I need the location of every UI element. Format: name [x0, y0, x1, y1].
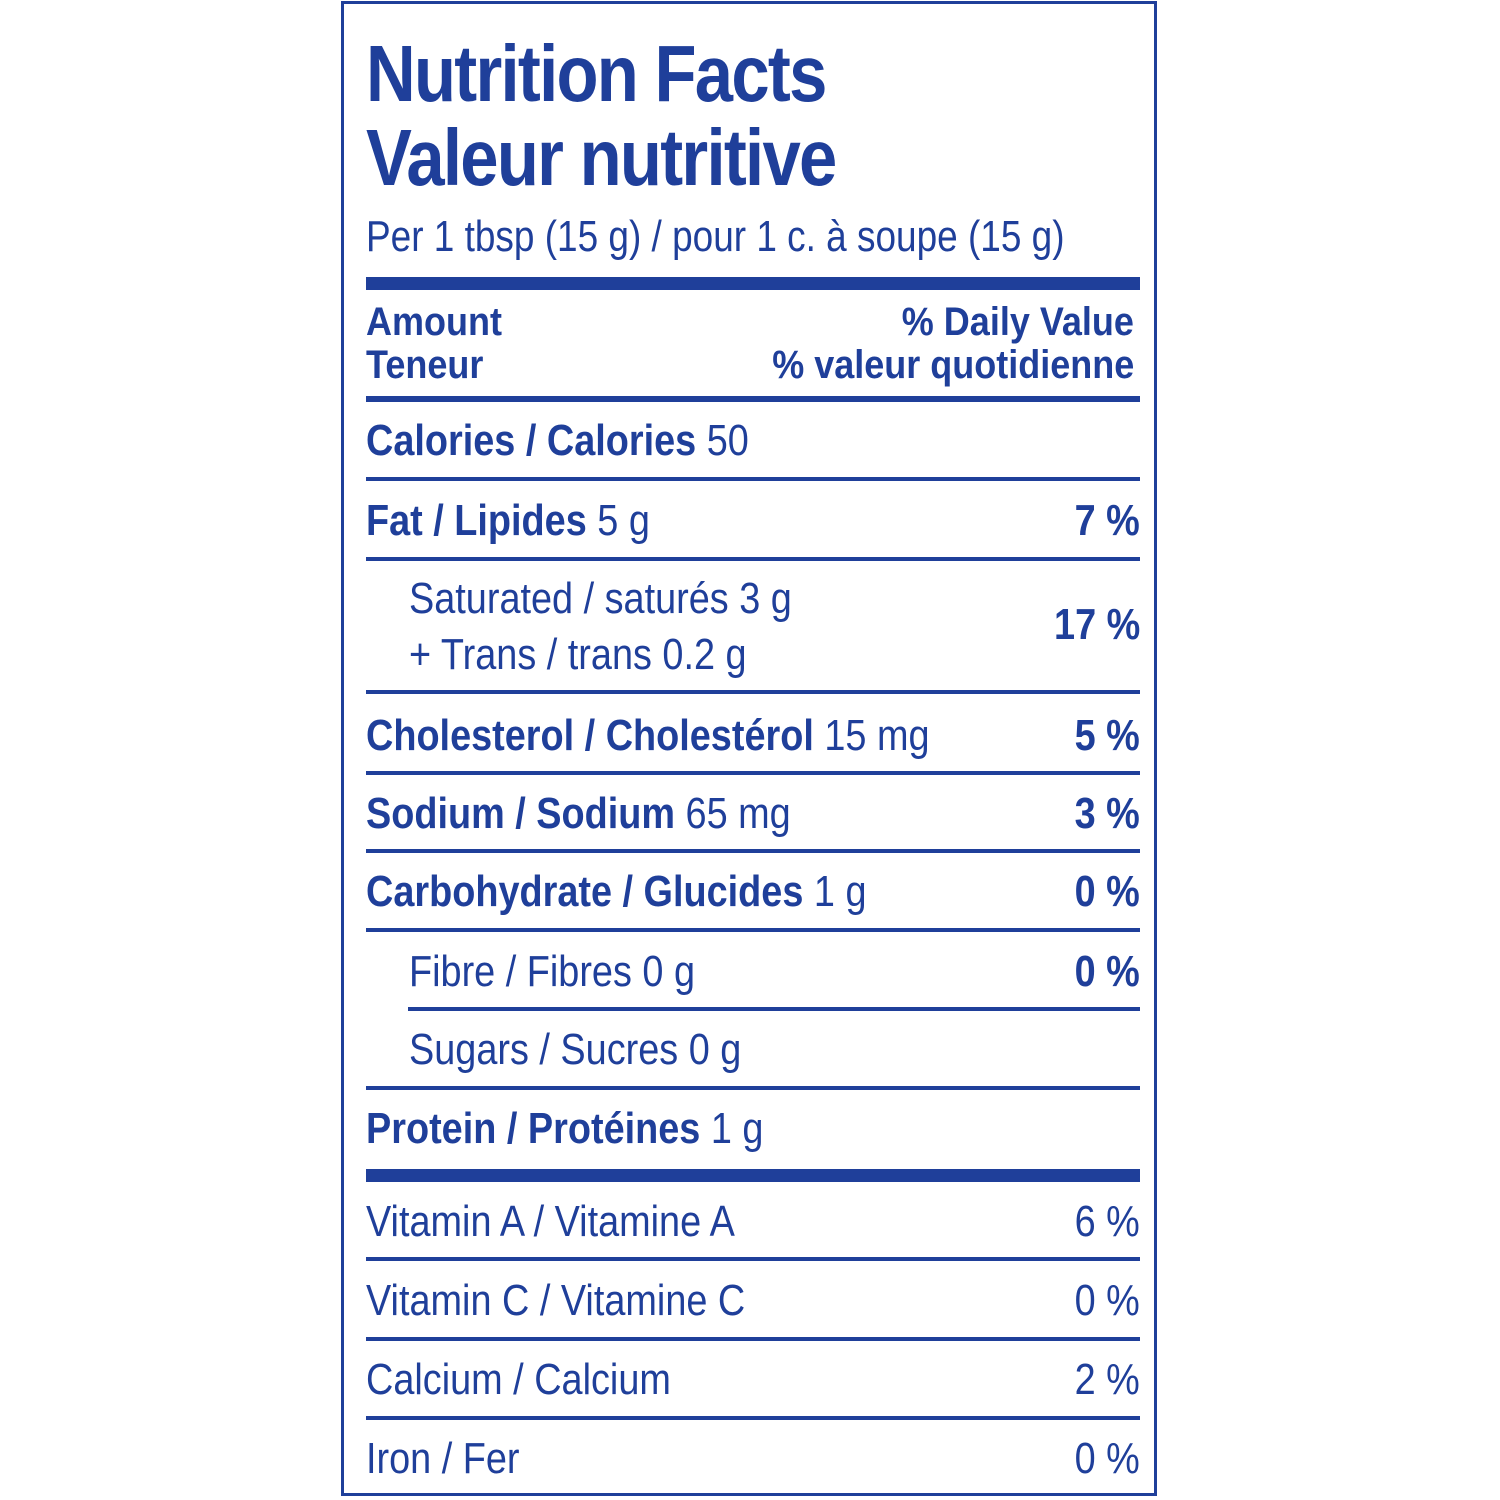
vitamin-a-label: Vitamin A / Vitamine A — [366, 1197, 735, 1246]
thick-rule — [366, 1169, 1140, 1182]
fat-amount: 5 g — [597, 496, 650, 545]
cholesterol-row: Cholesterol / Cholestérol 15 mg 5 % — [366, 711, 1140, 771]
calcium-daily-value: 2 % — [1074, 1355, 1140, 1404]
rule — [366, 1086, 1140, 1090]
rule — [366, 396, 1140, 402]
iron-daily-value: 0 % — [1074, 1434, 1140, 1483]
sugars-label: Sugars / Sucres 0 g — [409, 1025, 742, 1074]
sodium-daily-value: 3 % — [1074, 789, 1140, 838]
sodium-amount: 65 mg — [685, 789, 791, 838]
rule — [366, 690, 1140, 694]
vitamin-a-row: Vitamin A / Vitamine A 6 % — [366, 1197, 1140, 1257]
title-english: Nutrition Facts — [366, 29, 827, 118]
rule — [366, 1337, 1140, 1341]
sodium-label: Sodium / Sodium — [366, 789, 676, 838]
nutrition-facts-panel: Nutrition Facts Valeur nutritive Per 1 t… — [341, 1, 1157, 1496]
rule — [408, 1007, 1140, 1011]
carbohydrate-label: Carbohydrate / Glucides — [366, 867, 804, 916]
fat-row: Fat / Lipides 5 g 7 % — [366, 496, 1140, 556]
fibre-daily-value: 0 % — [1074, 947, 1140, 996]
carbohydrate-amount: 1 g — [813, 867, 867, 916]
rule — [366, 1416, 1140, 1420]
calcium-row: Calcium / Calcium 2 % — [366, 1355, 1140, 1415]
carbohydrate-row: Carbohydrate / Glucides 1 g 0 % — [366, 867, 1140, 927]
trans-label: + Trans / trans 0.2 g — [409, 630, 747, 679]
cholesterol-label: Cholesterol / Cholestérol — [366, 711, 814, 760]
sugars-row: Sugars / Sucres 0 g — [366, 1025, 1140, 1085]
daily-value-header-fr: % valeur quotidienne — [771, 343, 1134, 387]
daily-value-header-en: % Daily Value — [901, 300, 1134, 344]
fat-daily-value: 7 % — [1074, 496, 1140, 545]
calories-label: Calories / Calories — [366, 416, 697, 465]
rule — [366, 557, 1140, 561]
sodium-row: Sodium / Sodium 65 mg 3 % — [366, 789, 1140, 849]
fat-label: Fat / Lipides — [366, 496, 587, 545]
rule — [366, 1257, 1140, 1261]
vitamin-a-daily-value: 6 % — [1074, 1197, 1140, 1246]
rule — [366, 928, 1140, 932]
protein-row: Protein / Protéines 1 g — [366, 1104, 1140, 1164]
carbohydrate-daily-value: 0 % — [1074, 867, 1140, 916]
vitamin-c-row: Vitamin C / Vitamine C 0 % — [366, 1276, 1140, 1336]
cholesterol-amount: 15 mg — [824, 711, 930, 760]
protein-amount: 1 g — [710, 1104, 764, 1153]
saturated-trans-row: Saturated / saturés 3 g + Trans / trans … — [366, 574, 1140, 684]
fibre-row: Fibre / Fibres 0 g 0 % — [366, 947, 1140, 1007]
amount-header-fr: Teneur — [366, 343, 484, 387]
rule — [366, 849, 1140, 853]
serving-size: Per 1 tbsp (15 g) / pour 1 c. à soupe (1… — [366, 212, 1065, 261]
rule — [366, 477, 1140, 481]
iron-row: Iron / Fer 0 % — [366, 1434, 1140, 1494]
rule — [366, 771, 1140, 775]
iron-label: Iron / Fer — [366, 1434, 520, 1483]
amount-header-en: Amount — [366, 300, 502, 344]
calcium-label: Calcium / Calcium — [366, 1355, 671, 1404]
title-french: Valeur nutritive — [366, 113, 837, 202]
calories-value: 50 — [706, 416, 749, 465]
vitamin-c-daily-value: 0 % — [1074, 1276, 1140, 1325]
saturated-daily-value: 17 % — [1053, 600, 1140, 649]
saturated-label: Saturated / saturés 3 g — [409, 574, 792, 623]
vitamin-c-label: Vitamin C / Vitamine C — [366, 1276, 746, 1325]
fibre-label: Fibre / Fibres 0 g — [409, 947, 696, 996]
calories-row: Calories / Calories 50 — [366, 416, 1140, 476]
protein-label: Protein / Protéines — [366, 1104, 701, 1153]
cholesterol-daily-value: 5 % — [1074, 711, 1140, 760]
thick-rule — [366, 277, 1140, 290]
